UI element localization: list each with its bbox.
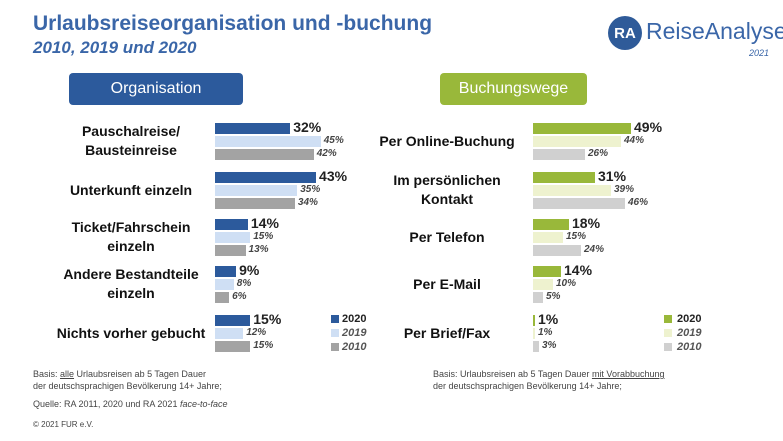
- organisation-value-label-2020: 43%: [319, 168, 348, 184]
- buchungswege-value-label-2019: 1%: [538, 327, 553, 338]
- organisation-legend-label-2010: 2010: [342, 341, 367, 353]
- buchungswege-bar-2019: [533, 232, 563, 243]
- buchungswege-bar-2019: [533, 185, 611, 196]
- organisation-bar-2019: [215, 185, 298, 196]
- buchungswege-bar-2020: [533, 315, 535, 326]
- organisation-category-label: Unterkunft einzeln: [69, 181, 193, 198]
- buchungswege-value-label-2019: 39%: [614, 184, 635, 195]
- buchungswege-legend-label-2010: 2010: [677, 341, 702, 353]
- buchungswege-bar-2010: [533, 198, 625, 209]
- buchungswege-value-label-2019: 10%: [556, 278, 577, 289]
- organisation-bar-2020: [215, 266, 237, 277]
- page-subtitle: 2010, 2019 und 2020: [33, 38, 197, 57]
- buchungswege-category-label: Per Online-Buchung: [379, 132, 515, 149]
- organisation-value-label-2020: 9%: [239, 262, 260, 278]
- organisation-bar-2019: [215, 328, 244, 339]
- organisation-value-label-2010: 13%: [248, 244, 269, 255]
- organisation-value-label-2010: 15%: [253, 340, 274, 351]
- reiseanalyse-logo: RA ReiseAnalyse 2021: [608, 14, 783, 62]
- logo-year: 2021: [748, 48, 769, 58]
- organisation-bar-2020: [215, 315, 251, 326]
- organisation-category-label: Andere Bestandteile einzeln: [63, 266, 199, 301]
- buchungswege-category-label: Per Brief/Fax: [403, 324, 491, 341]
- buchungswege-bar-2010: [533, 245, 581, 256]
- buchungswege-value-label-2010: 5%: [546, 291, 561, 302]
- organisation-value-label-2010: 42%: [316, 148, 337, 159]
- buchungswege-value-label-2019: 44%: [624, 135, 645, 146]
- buchungswege-legend-swatch-2010: [664, 343, 672, 351]
- organisation-value-label-2010: 6%: [232, 291, 247, 302]
- organisation-bar-2019: [215, 279, 234, 290]
- organisation-bar-2020: [215, 219, 248, 230]
- organisation-bar-2010: [215, 292, 230, 303]
- basis-note-right: Basis: Urlaubsreisen ab 5 Tagen Dauer mi…: [433, 369, 665, 391]
- buchungswege-bar-2010: [533, 149, 585, 160]
- organisation-value-label-2019: 12%: [246, 327, 267, 338]
- organisation-category-label: Pauschalreise/Bausteinreise: [81, 123, 181, 158]
- buchungswege-header: Buchungswege: [440, 73, 587, 105]
- organisation-bar-2020: [215, 172, 317, 183]
- buchungswege-value-label-2020: 49%: [634, 119, 663, 135]
- buchungswege-value-label-2020: 1%: [538, 311, 559, 327]
- organisation-legend-swatch-2020: [331, 315, 339, 323]
- buchungswege-bar-2010: [533, 292, 543, 303]
- buchungswege-value-label-2020: 14%: [564, 262, 593, 278]
- organisation-bar-2020: [215, 123, 291, 134]
- buchungswege-bar-2019: [533, 328, 535, 339]
- buchungswege-category-label: Per E-Mail: [413, 275, 481, 292]
- buchungswege-legend-label-2020: 2020: [677, 313, 702, 325]
- organisation-legend-swatch-2010: [331, 343, 339, 351]
- buchungswege-value-label-2019: 15%: [566, 231, 587, 242]
- organisation-category-label: Ticket/Fahrschein einzeln: [71, 219, 191, 254]
- buchungswege-value-label-2020: 18%: [572, 215, 601, 231]
- organisation-value-label-2020: 32%: [293, 119, 322, 135]
- basis-note-left: Basis: alle Urlaubsreisen ab 5 Tagen Dau…: [33, 369, 222, 391]
- page-title: Urlaubsreiseorganisation und -buchung: [33, 12, 433, 35]
- buchungswege-bar-2019: [533, 136, 621, 147]
- organisation-value-label-2019: 15%: [253, 231, 274, 242]
- buchungswege-legend-label-2019: 2019: [677, 327, 702, 339]
- buchungswege-legend-swatch-2019: [664, 329, 672, 337]
- organisation-legend-label-2019: 2019: [342, 327, 367, 339]
- organisation-value-label-2020: 15%: [253, 311, 282, 327]
- buchungswege-legend-swatch-2020: [664, 315, 672, 323]
- organisation-value-label-2019: 45%: [323, 135, 344, 146]
- buchungswege-bar-2010: [533, 341, 539, 352]
- buchungswege-value-label-2010: 3%: [542, 340, 557, 351]
- organisation-bar-2019: [215, 136, 321, 147]
- organisation-value-label-2019: 35%: [300, 184, 321, 195]
- buchungswege-bar-2019: [533, 279, 553, 290]
- organisation-legend-swatch-2019: [331, 329, 339, 337]
- buchungswege-bar-2020: [533, 172, 595, 183]
- copyright: © 2021 FUR e.V.: [33, 420, 94, 429]
- organisation-bar-2010: [215, 149, 314, 160]
- buchungswege-bar-2020: [533, 123, 631, 134]
- logo-name: ReiseAnalyse: [646, 18, 783, 44]
- organisation-value-label-2019: 8%: [236, 278, 252, 289]
- buchungswege-value-label-2010: 24%: [584, 244, 605, 255]
- buchungswege-bar-2020: [533, 266, 561, 277]
- organisation-category-label: Nichts vorher gebucht: [56, 324, 206, 341]
- organisation-legend-label-2020: 2020: [342, 313, 367, 325]
- organisation-header: Organisation: [69, 73, 243, 105]
- organisation-bar-2010: [215, 341, 251, 352]
- buchungswege-value-label-2010: 46%: [628, 197, 649, 208]
- quelle-note: Quelle: RA 2011, 2020 und RA 2021 face-t…: [33, 399, 228, 409]
- buchungswege-value-label-2010: 26%: [588, 148, 609, 159]
- ra-logo-mark: RA: [608, 16, 642, 50]
- organisation-value-label-2020: 14%: [250, 215, 279, 231]
- organisation-bar-2019: [215, 232, 251, 243]
- organisation-bar-2010: [215, 198, 295, 209]
- buchungswege-value-label-2020: 31%: [598, 168, 627, 184]
- buchungswege-category-label: Im persönlichen Kontakt: [393, 172, 501, 207]
- organisation-value-label-2010: 34%: [297, 197, 318, 208]
- buchungswege-category-label: Per Telefon: [409, 228, 485, 245]
- buchungswege-bar-2020: [533, 219, 569, 230]
- organisation-bar-2010: [215, 245, 246, 256]
